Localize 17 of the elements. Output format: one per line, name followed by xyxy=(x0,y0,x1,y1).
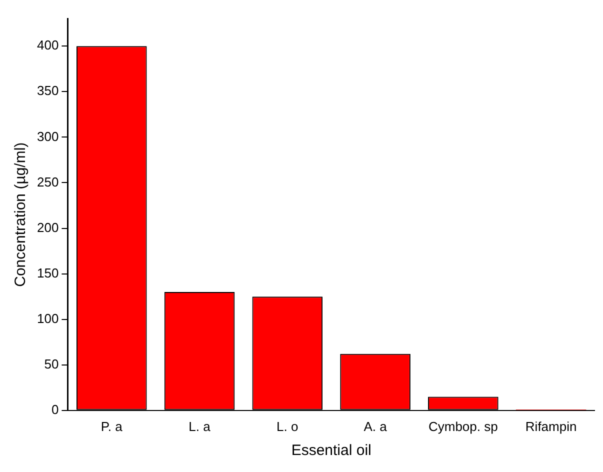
x-tick-label: Cymbop. sp xyxy=(428,418,498,434)
x-axis-title: Essential oil xyxy=(291,442,372,460)
y-tick-label: 300 xyxy=(36,128,59,144)
x-tick-label: L. a xyxy=(188,418,212,434)
y-tick-label: 400 xyxy=(36,38,59,53)
x-tick-label: A. a xyxy=(364,418,388,434)
y-tick-label: 0 xyxy=(51,402,59,417)
y-tick-label: 150 xyxy=(36,265,59,280)
x-tick-label: L. o xyxy=(276,418,298,434)
y-tick-label: 250 xyxy=(36,174,59,190)
y-tick-label: 200 xyxy=(36,220,59,235)
y-tick-label: 100 xyxy=(36,310,59,326)
y-tick-label: 50 xyxy=(44,356,59,372)
y-tick-label: 350 xyxy=(36,83,59,98)
x-tick-label: Rifampin xyxy=(525,418,577,434)
x-tick-label: P. a xyxy=(100,418,124,434)
y-axis-title: Concentration (µg/ml) xyxy=(12,142,30,287)
